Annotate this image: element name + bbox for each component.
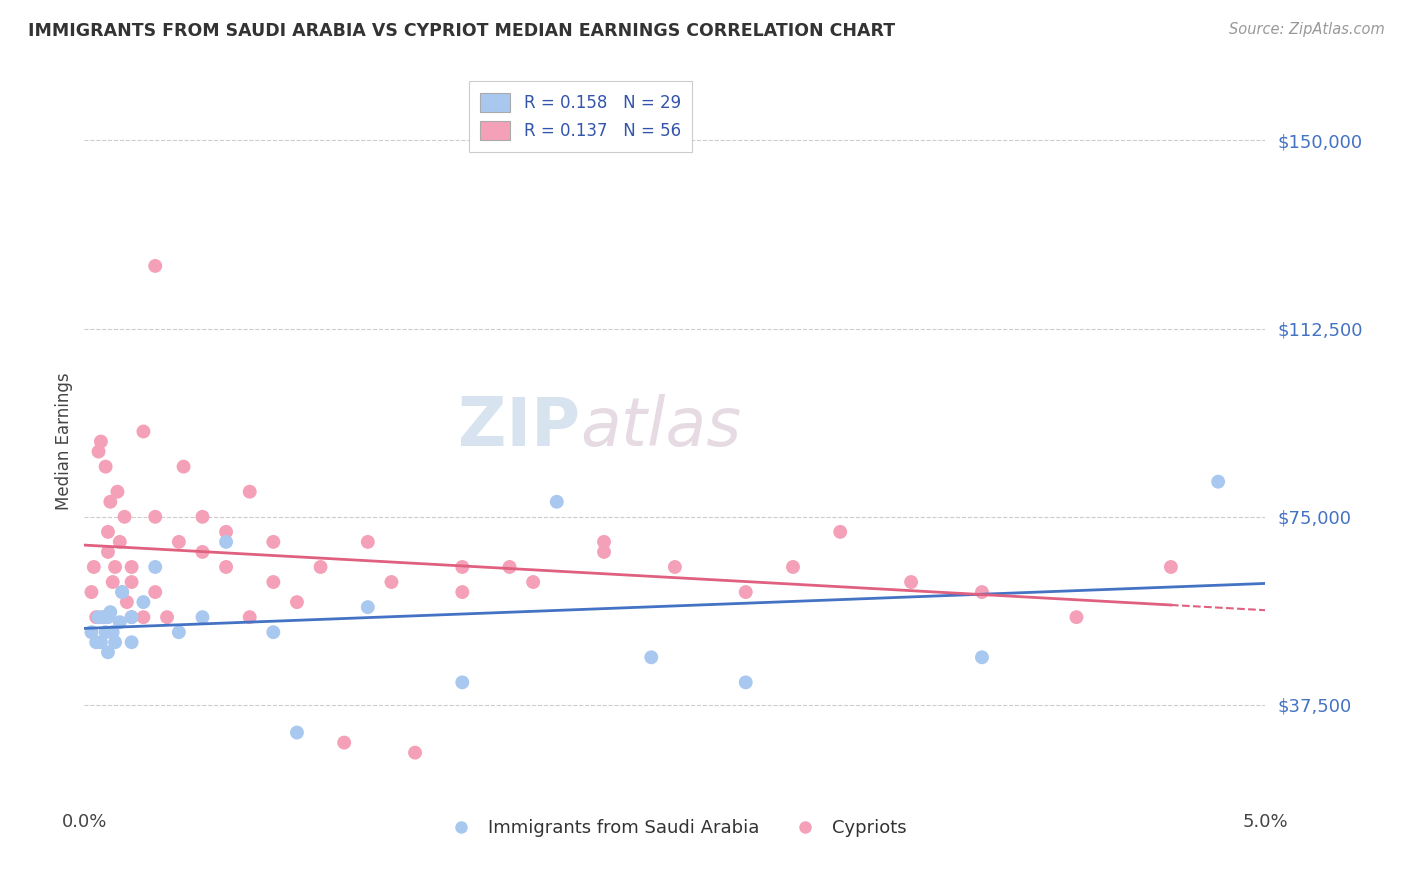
Point: [167, 534, 190, 549]
Point: [98, 605, 121, 619]
Point: [132, 425, 155, 439]
Point: [115, 595, 138, 609]
Text: IMMIGRANTS FROM SAUDI ARABIA VS CYPRIOT MEDIAN EARNINGS CORRELATION CHART: IMMIGRANTS FROM SAUDI ARABIA VS CYPRIOT …: [28, 22, 896, 40]
Point: [357, 600, 380, 615]
Point: [121, 610, 143, 624]
Point: [451, 675, 474, 690]
Point: [215, 534, 238, 549]
Point: [84, 635, 107, 649]
Text: Source: ZipAtlas.com: Source: ZipAtlas.com: [1229, 22, 1385, 37]
Point: [97, 645, 120, 659]
Point: [114, 509, 136, 524]
Point: [132, 610, 155, 624]
Point: [143, 560, 166, 574]
Point: [84, 610, 107, 624]
Point: [132, 595, 155, 609]
Point: [593, 545, 616, 559]
Point: [111, 585, 134, 599]
Point: [87, 610, 110, 624]
Point: [782, 560, 804, 574]
Point: [262, 574, 284, 589]
Point: [215, 524, 238, 539]
Point: [94, 459, 117, 474]
Point: [1160, 560, 1182, 574]
Point: [734, 675, 756, 690]
Point: [546, 494, 568, 508]
Point: [107, 484, 129, 499]
Point: [262, 534, 284, 549]
Point: [121, 635, 143, 649]
Legend: Immigrants from Saudi Arabia, Cypriots: Immigrants from Saudi Arabia, Cypriots: [436, 812, 914, 845]
Point: [90, 635, 112, 649]
Point: [90, 434, 112, 449]
Point: [404, 746, 426, 760]
Point: [101, 625, 124, 640]
Point: [664, 560, 686, 574]
Point: [640, 650, 662, 665]
Point: [94, 625, 117, 640]
Point: [191, 610, 214, 624]
Point: [900, 574, 922, 589]
Point: [380, 574, 402, 589]
Point: [121, 574, 143, 589]
Point: [239, 484, 262, 499]
Point: [451, 560, 474, 574]
Point: [522, 574, 544, 589]
Point: [97, 610, 120, 624]
Point: [1066, 610, 1088, 624]
Point: [285, 725, 308, 739]
Point: [333, 735, 356, 749]
Point: [83, 560, 105, 574]
Point: [357, 534, 380, 549]
Point: [830, 524, 852, 539]
Point: [1206, 475, 1229, 489]
Point: [156, 610, 179, 624]
Point: [734, 585, 756, 599]
Point: [309, 560, 332, 574]
Point: [285, 595, 308, 609]
Point: [80, 585, 103, 599]
Point: [593, 534, 616, 549]
Point: [215, 560, 238, 574]
Point: [80, 625, 103, 640]
Point: [108, 615, 131, 630]
Text: ZIP: ZIP: [458, 394, 581, 460]
Point: [143, 585, 166, 599]
Point: [91, 610, 114, 624]
Y-axis label: Median Earnings: Median Earnings: [55, 373, 73, 510]
Point: [104, 560, 127, 574]
Point: [970, 585, 993, 599]
Point: [191, 509, 214, 524]
Point: [108, 534, 131, 549]
Point: [451, 585, 474, 599]
Point: [970, 650, 993, 665]
Point: [101, 574, 124, 589]
Point: [87, 444, 110, 458]
Point: [111, 585, 134, 599]
Point: [143, 259, 166, 273]
Point: [173, 459, 195, 474]
Point: [98, 494, 121, 508]
Point: [97, 545, 120, 559]
Point: [498, 560, 520, 574]
Point: [143, 509, 166, 524]
Point: [191, 545, 214, 559]
Text: atlas: atlas: [581, 394, 741, 460]
Point: [167, 625, 190, 640]
Point: [239, 610, 262, 624]
Point: [121, 610, 143, 624]
Point: [121, 560, 143, 574]
Point: [91, 610, 114, 624]
Point: [104, 635, 127, 649]
Point: [97, 524, 120, 539]
Point: [262, 625, 284, 640]
